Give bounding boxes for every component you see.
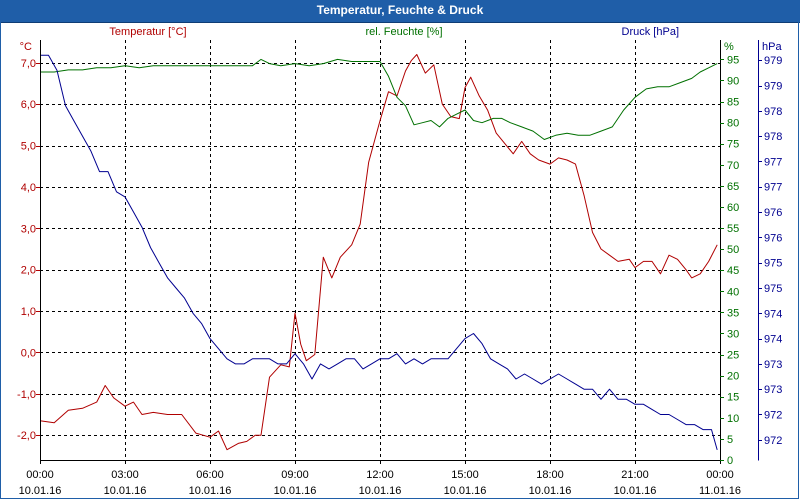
temperature-tick-label: 6,0 [21,99,36,111]
humidity-tick-label: 5 [727,434,733,446]
humidity-unit: % [724,41,734,53]
x-tick-date: 10.01.16 [614,485,657,497]
chart-title: Temperatur, Feuchte & Druck [316,3,484,17]
temperature-tick-label: 0,0 [21,347,36,359]
humidity-tick-label: 90 [727,75,739,87]
humidity-tick-label: 85 [727,97,739,109]
pressure-unit: hPa [762,41,782,53]
temperature-tick-label: -2,0 [17,430,36,442]
humidity-tick-label: 40 [727,286,739,298]
humidity-tick-label: 95 [727,54,739,66]
title-bar: Temperatur, Feuchte & Druck [0,0,800,23]
series-line-pressure [40,54,718,451]
x-tick-time: 18:00 [536,469,564,481]
temperature-tick-label: 1,0 [21,306,36,318]
humidity-tick-label: 45 [727,265,739,277]
temperature-tick-label: 4,0 [21,182,36,194]
x-tick-time: 00:00 [706,469,734,481]
x-tick-date: 10.01.16 [19,485,62,497]
humidity-tick-label: 50 [727,244,739,256]
temperature-tick-label: 3,0 [21,223,36,235]
humidity-tick-label: 35 [727,307,739,319]
x-tick-date: 10.01.16 [444,485,487,497]
temperature-unit: °C [20,41,32,53]
temperature-tick-label: 7,0 [21,58,36,70]
humidity-tick-label: 80 [727,118,739,130]
pressure-tick-label: 974 [764,308,782,320]
series-layer [39,54,718,451]
x-tick-time: 06:00 [196,469,224,481]
pressure-tick-label: 979 [764,55,782,67]
humidity-tick-label: 70 [727,160,739,172]
x-tick-time: 09:00 [281,469,309,481]
x-tick-time: 12:00 [366,469,394,481]
x-tick-date: 10.01.16 [189,485,232,497]
pressure-tick-label: 977 [764,156,782,168]
temperature-tick-label: -1,0 [17,389,36,401]
series-line-temperature [39,54,718,451]
humidity-tick-label: 30 [727,328,739,340]
humidity-tick-label: 10 [727,413,739,425]
temperature-tick-label: 2,0 [21,265,36,277]
x-tick-date: 11.01.16 [699,485,741,497]
x-tick-date: 10.01.16 [529,485,572,497]
humidity-tick-label: 60 [727,202,739,214]
humidity-tick-label: 0 [727,455,733,467]
x-tick-time: 03:00 [111,469,139,481]
pressure-tick-label: 977 [764,182,782,194]
x-tick-date: 10.01.16 [274,485,317,497]
pressure-tick-label: 972 [764,409,782,421]
pressure-tick-label: 975 [764,283,782,295]
pressure-tick-label: 973 [764,359,782,371]
humidity-tick-label: 65 [727,181,739,193]
humidity-tick-label: 15 [727,392,739,404]
pressure-tick-label: 972 [764,435,782,447]
humidity-tick-label: 75 [727,139,739,151]
x-tick-time: 21:00 [621,469,649,481]
humidity-tick-label: 20 [727,371,739,383]
pressure-axis-label: Druck [hPa] [622,26,679,38]
x-tick-date: 10.01.16 [104,485,147,497]
pressure-tick-label: 976 [764,207,782,219]
x-tick-time: 00:00 [26,469,54,481]
pressure-tick-label: 978 [764,106,782,118]
axes: 00:00 10.01.16 03:00 10.01.16 06:00 10.01.16 0… [17,40,782,497]
humidity-tick-label: 55 [727,223,739,235]
humidity-axis-label: rel. Feuchte [%] [365,26,442,38]
chart-frame [0,22,799,499]
temperature-tick-label: 5,0 [21,141,36,153]
series-line-humidity [40,58,718,140]
x-tick-date: 10.01.16 [359,485,402,497]
pressure-tick-label: 979 [764,81,782,93]
x-tick-time: 15:00 [451,469,479,481]
pressure-tick-label: 973 [764,384,782,396]
temperature-axis-label: Temperatur [°C] [109,26,186,38]
pressure-tick-label: 978 [764,131,782,143]
grid [40,40,720,460]
humidity-tick-label: 25 [727,350,739,362]
pressure-tick-label: 976 [764,232,782,244]
pressure-tick-label: 974 [764,334,782,346]
pressure-tick-label: 975 [764,258,782,270]
